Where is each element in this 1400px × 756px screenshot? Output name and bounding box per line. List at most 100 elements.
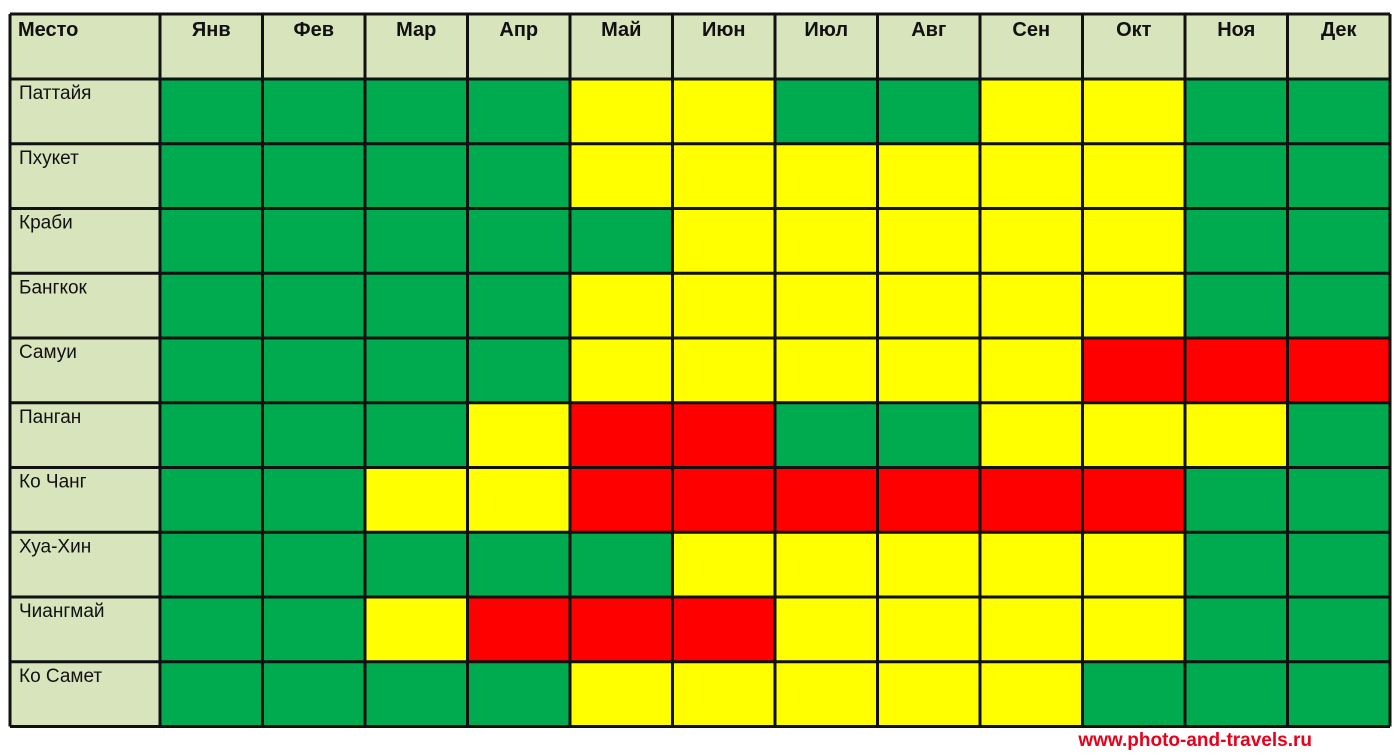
cell-7-8 xyxy=(877,467,980,533)
cell-7-4 xyxy=(467,467,570,533)
cell-6-6 xyxy=(672,402,775,468)
column-header-7: Июл xyxy=(804,19,848,41)
row-label-7: Ко Чанг xyxy=(19,472,87,493)
column-header-12: Дек xyxy=(1321,19,1358,41)
cell-4-10 xyxy=(1082,273,1185,338)
cell-1-8 xyxy=(877,79,980,144)
cell-2-10 xyxy=(1082,143,1185,209)
cell-4-6 xyxy=(672,273,775,338)
row-label-9: Чиангмай xyxy=(19,601,105,622)
column-header-4: Апр xyxy=(499,19,538,41)
cell-8-12 xyxy=(1287,532,1390,597)
row-label-1: Паттайя xyxy=(19,83,91,104)
cell-4-1 xyxy=(160,273,263,338)
row-label-3: Краби xyxy=(19,213,73,234)
cell-7-10 xyxy=(1082,467,1185,533)
cell-8-6 xyxy=(672,532,775,597)
cell-1-4 xyxy=(467,79,570,144)
cell-6-1 xyxy=(160,402,263,468)
watermark[interactable]: www.photo-and-travels.ru xyxy=(1078,730,1312,751)
cell-3-11 xyxy=(1185,208,1288,274)
cell-4-11 xyxy=(1185,273,1288,338)
column-header-2: Фев xyxy=(294,19,335,41)
cell-8-9 xyxy=(980,532,1083,597)
cell-7-9 xyxy=(980,467,1083,533)
cell-3-3 xyxy=(365,208,468,274)
cell-5-10 xyxy=(1082,338,1185,403)
cell-10-11 xyxy=(1185,661,1288,727)
cell-8-5 xyxy=(570,532,673,597)
column-header-11: Ноя xyxy=(1217,19,1255,41)
cell-9-8 xyxy=(877,597,980,662)
cell-4-9 xyxy=(980,273,1083,338)
row-label-4: Бангкок xyxy=(19,277,88,298)
cell-7-12 xyxy=(1287,467,1390,533)
column-header-5: Май xyxy=(601,19,641,41)
cell-6-3 xyxy=(365,402,468,468)
cell-9-6 xyxy=(672,597,775,662)
cell-9-11 xyxy=(1185,597,1288,662)
cell-6-2 xyxy=(262,402,365,468)
row-label-5: Самуи xyxy=(19,342,77,363)
cell-2-2 xyxy=(262,143,365,209)
column-header-3: Мар xyxy=(396,19,436,41)
cell-3-12 xyxy=(1287,208,1390,274)
cell-5-9 xyxy=(980,338,1083,403)
cell-5-5 xyxy=(570,338,673,403)
cell-9-2 xyxy=(262,597,365,662)
cell-9-10 xyxy=(1082,597,1185,662)
row-label-10: Ко Самет xyxy=(19,666,102,687)
cell-4-7 xyxy=(775,273,878,338)
cell-9-4 xyxy=(467,597,570,662)
cell-1-10 xyxy=(1082,79,1185,144)
cell-6-9 xyxy=(980,402,1083,468)
cell-6-11 xyxy=(1185,402,1288,468)
cell-7-3 xyxy=(365,467,468,533)
row-label-2: Пхукет xyxy=(19,148,79,169)
cell-2-7 xyxy=(775,143,878,209)
row-label-6: Панган xyxy=(19,407,81,428)
cell-6-8 xyxy=(877,402,980,468)
cell-3-4 xyxy=(467,208,570,274)
column-header-10: Окт xyxy=(1116,19,1152,41)
cell-7-11 xyxy=(1185,467,1288,533)
cell-2-11 xyxy=(1185,143,1288,209)
cell-1-3 xyxy=(365,79,468,144)
cell-1-6 xyxy=(672,79,775,144)
cell-3-8 xyxy=(877,208,980,274)
cell-10-10 xyxy=(1082,661,1185,727)
cell-9-9 xyxy=(980,597,1083,662)
cell-4-2 xyxy=(262,273,365,338)
cell-5-1 xyxy=(160,338,263,403)
cell-9-3 xyxy=(365,597,468,662)
cell-10-3 xyxy=(365,661,468,727)
row-label-8: Хуа-Хин xyxy=(19,536,91,557)
cell-5-8 xyxy=(877,338,980,403)
cell-5-11 xyxy=(1185,338,1288,403)
cell-10-7 xyxy=(775,661,878,727)
cell-10-4 xyxy=(467,661,570,727)
cell-10-6 xyxy=(672,661,775,727)
column-header-9: Сен xyxy=(1012,19,1050,41)
cell-2-1 xyxy=(160,143,263,209)
cell-5-3 xyxy=(365,338,468,403)
cell-3-6 xyxy=(672,208,775,274)
cell-9-7 xyxy=(775,597,878,662)
corner-label: Место xyxy=(18,19,78,41)
cell-2-6 xyxy=(672,143,775,209)
cell-8-4 xyxy=(467,532,570,597)
cell-8-2 xyxy=(262,532,365,597)
cell-7-1 xyxy=(160,467,263,533)
cell-9-5 xyxy=(570,597,673,662)
cell-10-5 xyxy=(570,661,673,727)
column-header-6: Июн xyxy=(702,19,746,41)
cell-1-2 xyxy=(262,79,365,144)
cell-8-8 xyxy=(877,532,980,597)
cell-10-8 xyxy=(877,661,980,727)
cell-6-12 xyxy=(1287,402,1390,468)
cell-8-3 xyxy=(365,532,468,597)
cell-7-6 xyxy=(672,467,775,533)
cell-4-5 xyxy=(570,273,673,338)
cell-8-7 xyxy=(775,532,878,597)
